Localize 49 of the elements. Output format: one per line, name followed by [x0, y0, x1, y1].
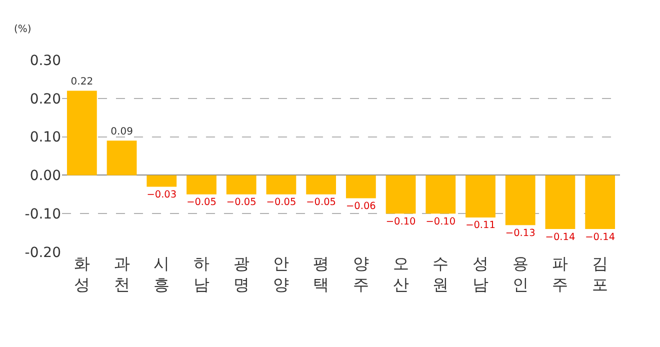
- bar: [106, 140, 137, 176]
- x-tick-label: 오산: [392, 254, 409, 294]
- bar: [466, 175, 496, 218]
- y-tick-label: 0.10: [30, 130, 61, 146]
- x-tick-label: 하남: [194, 254, 210, 294]
- data-label: −0.05: [266, 197, 296, 208]
- data-label: −0.05: [306, 197, 336, 208]
- bar: [226, 175, 256, 194]
- data-label: −0.11: [466, 220, 496, 232]
- bar: [66, 90, 97, 176]
- y-tick-label: -0.20: [24, 244, 61, 261]
- x-tick-label: 과천: [114, 254, 130, 294]
- bar: [505, 175, 536, 226]
- bar: [306, 175, 336, 194]
- x-tick-label: 시흥: [154, 254, 170, 294]
- bar: [186, 175, 216, 194]
- x-tick-label: 파주: [552, 254, 568, 294]
- x-tick-label: 성남: [472, 254, 488, 294]
- bar: [386, 175, 416, 214]
- data-label: 0.09: [110, 126, 133, 138]
- x-tick-label: 안양: [273, 254, 290, 294]
- y-tick-label: 0.20: [30, 91, 61, 108]
- data-label: −0.14: [585, 232, 616, 243]
- y-tick-label: 0.00: [30, 168, 61, 184]
- bar: [266, 175, 296, 194]
- x-tick-label: 용인: [512, 254, 528, 294]
- data-label: −0.06: [346, 201, 376, 212]
- x-tick-label: 김포: [592, 254, 608, 294]
- data-label: −0.14: [545, 232, 576, 243]
- y-tick-label: 0.30: [30, 52, 61, 69]
- data-label: −0.05: [226, 197, 256, 208]
- data-label: −0.03: [146, 190, 177, 201]
- bar: [346, 175, 376, 198]
- data-label: −0.10: [386, 216, 416, 228]
- data-label: −0.10: [426, 216, 456, 228]
- bar: [585, 175, 616, 229]
- data-label: 0.22: [70, 76, 94, 88]
- x-tick-label: 양주: [352, 254, 369, 294]
- y-tick-label: -0.10: [24, 206, 61, 222]
- x-tick-label: 광명: [233, 254, 250, 294]
- bar: [545, 175, 576, 229]
- bar: [146, 175, 177, 187]
- data-label: −0.13: [505, 228, 536, 239]
- y-axis-title: (%): [14, 24, 32, 35]
- x-tick-label: 화성: [74, 254, 90, 294]
- x-tick-label: 평택: [313, 254, 330, 294]
- x-tick-label: 수원: [432, 254, 449, 294]
- data-label: −0.05: [186, 197, 216, 208]
- bar: [426, 175, 456, 214]
